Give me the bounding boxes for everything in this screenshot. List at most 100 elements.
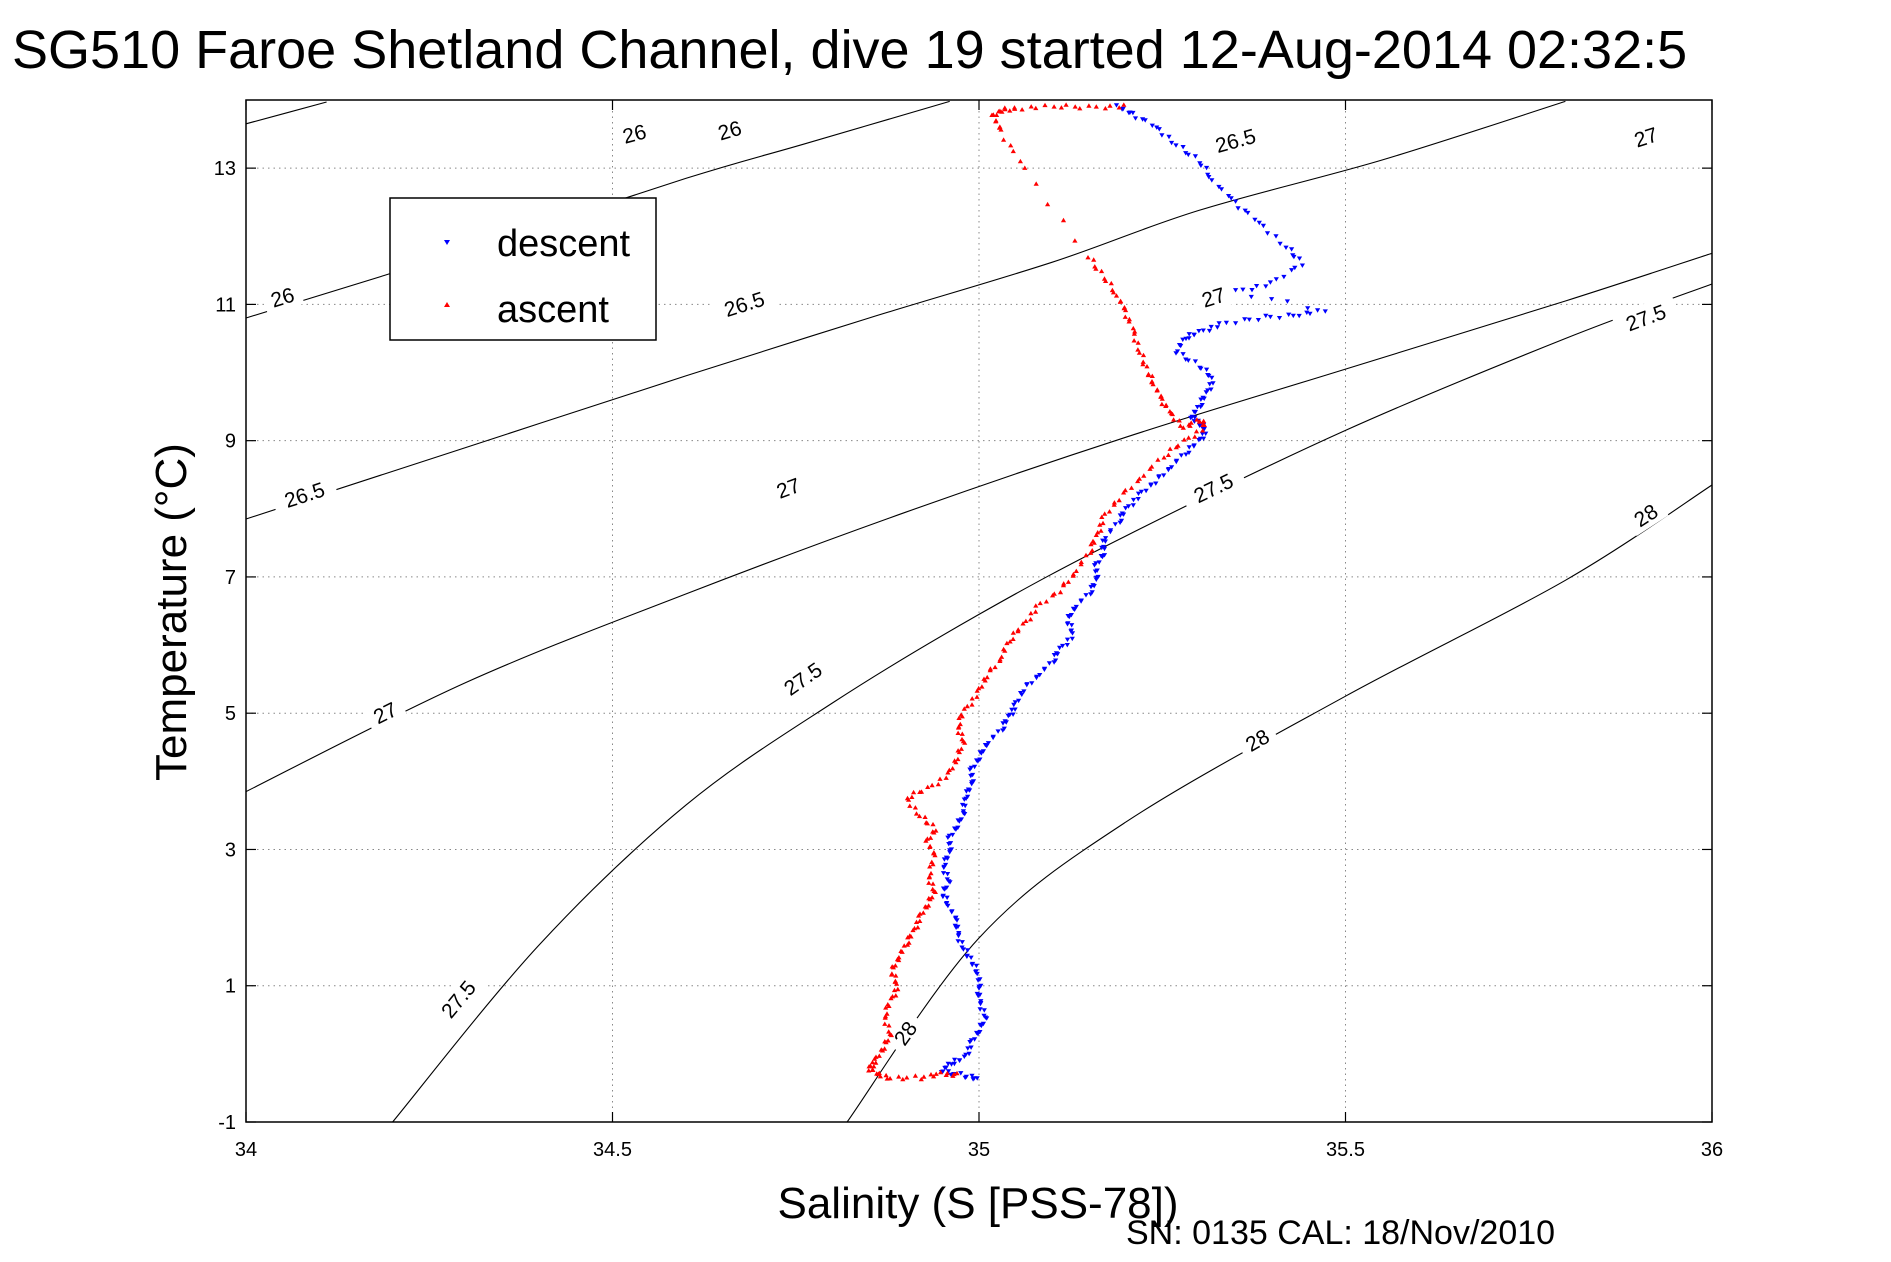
ascent-point <box>1070 573 1076 578</box>
ascent-point <box>1135 347 1141 352</box>
ascent-point <box>1083 552 1089 558</box>
descent-point <box>945 1069 952 1074</box>
descent-point <box>1296 313 1302 319</box>
ascent-point <box>962 740 968 745</box>
descent-point <box>1099 554 1106 560</box>
ascent-point <box>876 1070 882 1075</box>
ascent-point <box>931 830 937 835</box>
ascent-point <box>930 821 936 827</box>
descent-point <box>1088 584 1094 590</box>
ascent-point <box>1063 102 1069 107</box>
density-contour-27 <box>245 252 1713 793</box>
contour-label-background <box>1201 118 1270 161</box>
ascent-point <box>1181 437 1187 442</box>
descent-point <box>1192 359 1198 364</box>
descent-point <box>964 954 970 959</box>
descent-point <box>1233 199 1239 204</box>
descent-point <box>1209 178 1215 183</box>
descent-point <box>953 925 959 930</box>
descent-point <box>1304 310 1310 315</box>
legend-label-descent: descent <box>497 223 631 265</box>
descent-point <box>1112 522 1118 527</box>
descent-point <box>1107 529 1113 535</box>
ascent-point <box>1004 640 1010 646</box>
y-tick-label: 11 <box>215 294 236 316</box>
ascent-point <box>1085 255 1091 260</box>
ascent-point <box>1193 429 1200 434</box>
ascent-point <box>932 852 938 858</box>
ascent-point <box>1091 540 1097 545</box>
ascent-point <box>908 934 914 939</box>
descent-point <box>1072 607 1078 612</box>
descent-point <box>956 1058 962 1063</box>
descent-point <box>1166 134 1172 140</box>
descent-point <box>969 962 975 968</box>
ascent-point <box>930 881 936 886</box>
ascent-point <box>927 864 933 869</box>
y-axis-label: Temperature (°C) <box>147 443 196 781</box>
descent-point <box>1012 700 1018 705</box>
ascent-point <box>1028 617 1034 622</box>
descent-point <box>1207 382 1213 387</box>
ascent-point <box>1110 290 1117 295</box>
descent-point <box>1286 312 1292 317</box>
ascent-point <box>928 835 934 840</box>
ascent-point <box>1099 514 1105 519</box>
descent-point <box>1069 623 1075 628</box>
contour-label-background <box>1234 718 1280 761</box>
ascent-point <box>888 1032 894 1038</box>
ascent-point <box>931 1074 937 1079</box>
ascent-point <box>998 127 1004 132</box>
descent-point <box>1169 140 1175 146</box>
ascent-point <box>899 949 905 954</box>
ascent-point <box>1086 103 1092 108</box>
descent-point <box>1206 175 1212 180</box>
ascent-point <box>1091 257 1097 262</box>
descent-point <box>1000 728 1006 733</box>
descent-point <box>1198 397 1204 402</box>
ascent-point <box>924 905 930 910</box>
descent-point <box>940 894 946 900</box>
descent-point <box>1256 220 1262 226</box>
ascent-point <box>1149 373 1155 378</box>
ascent-point <box>896 957 902 963</box>
descent-point <box>978 751 984 756</box>
descent-point <box>945 903 951 909</box>
descent-point <box>1149 123 1155 128</box>
ascent-point <box>1103 278 1109 283</box>
ascent-point <box>1111 500 1117 505</box>
ascent-point <box>882 1015 888 1020</box>
descent-point <box>1103 536 1109 541</box>
ascent-point <box>1180 425 1186 430</box>
descent-point <box>959 940 965 945</box>
descent-point <box>942 887 948 892</box>
contour-label-background <box>1623 118 1668 155</box>
ascent-point <box>1140 352 1147 358</box>
descent-point <box>984 1016 990 1021</box>
descent-point <box>1029 681 1035 686</box>
ascent-point <box>1088 541 1094 547</box>
ascent-point <box>1165 452 1171 457</box>
descent-point <box>1289 268 1295 273</box>
descent-point <box>1269 297 1275 302</box>
descent-point <box>1016 698 1022 704</box>
x-tick-label: 36 <box>1701 1139 1723 1161</box>
descent-point <box>962 803 968 809</box>
descent-point <box>1064 643 1070 648</box>
ascent-point <box>923 838 929 843</box>
ascent-point <box>1099 268 1105 274</box>
descent-point <box>1191 444 1197 449</box>
descent-point <box>1281 274 1287 280</box>
ascent-point <box>1122 314 1128 319</box>
ascent-point <box>880 1048 886 1053</box>
ascent-point <box>883 1039 889 1045</box>
descent-point <box>1315 308 1321 313</box>
ascent-point <box>1015 628 1021 634</box>
descent-point <box>945 835 951 840</box>
descent-point <box>1125 504 1132 509</box>
y-tick-label: 13 <box>214 158 236 180</box>
ascent-point <box>1126 319 1132 324</box>
descent-point <box>1291 254 1297 260</box>
descent-point <box>1283 245 1289 250</box>
descent-point <box>1200 328 1206 333</box>
